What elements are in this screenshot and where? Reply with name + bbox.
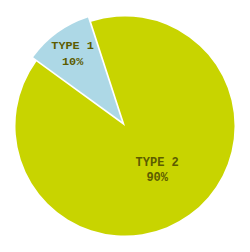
svg-text:TYPE 110%: TYPE 110%	[51, 39, 94, 68]
svg-text:TYPE 290%: TYPE 290%	[136, 156, 179, 186]
